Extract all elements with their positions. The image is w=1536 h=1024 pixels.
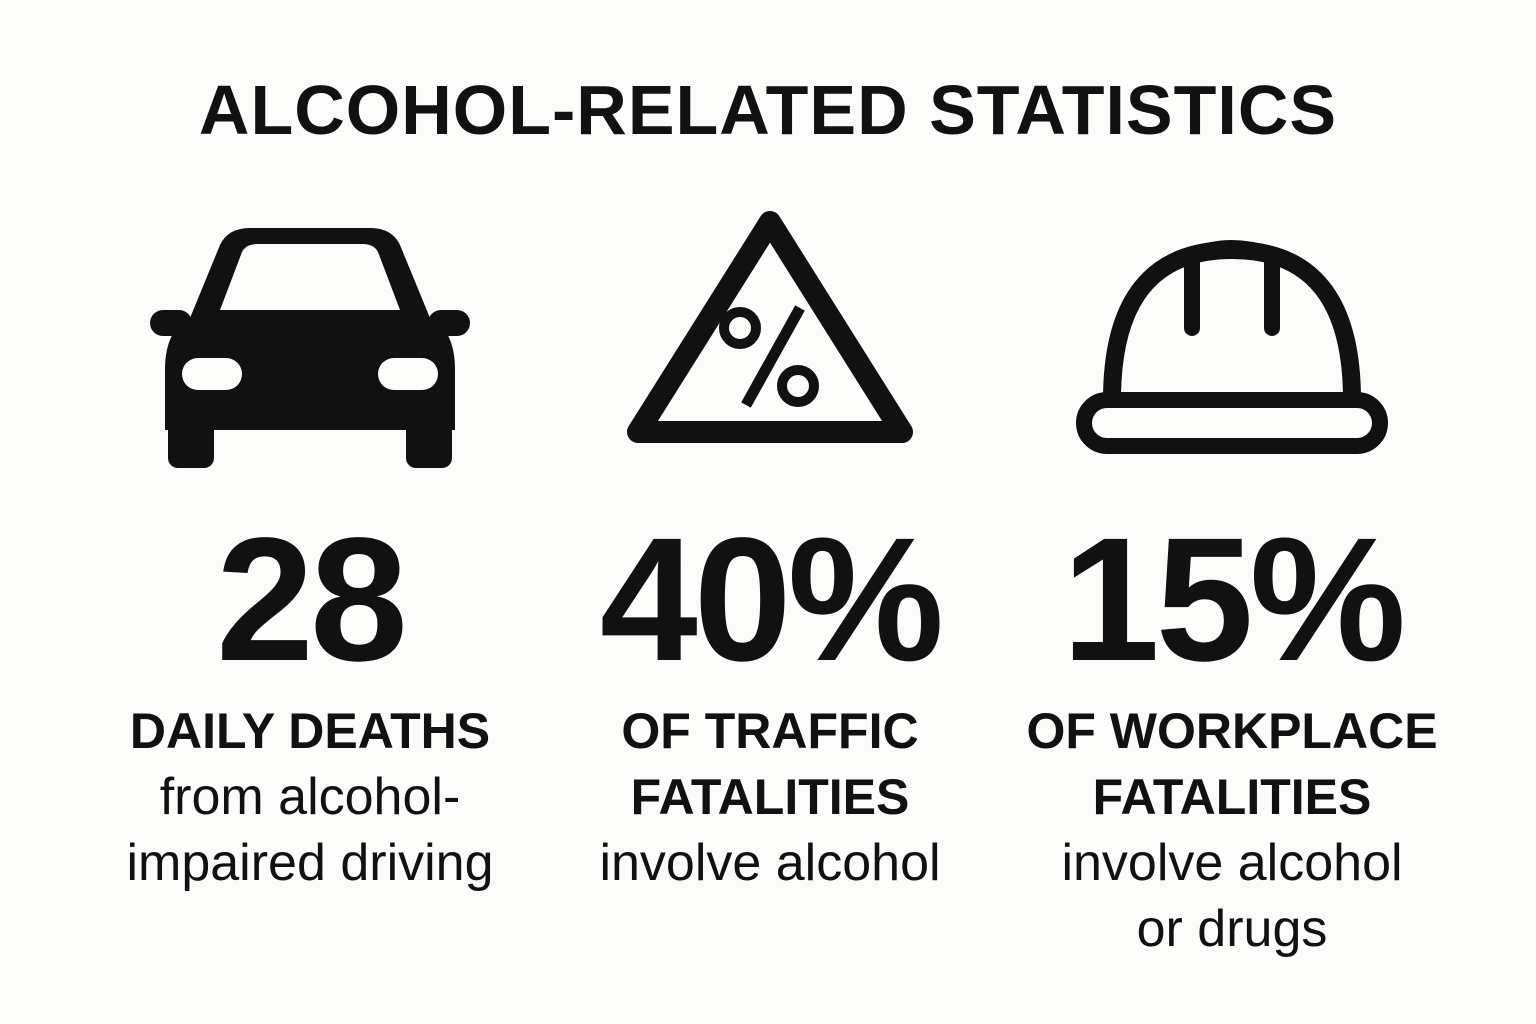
headline-line: DAILY DEATHS (129, 703, 491, 759)
stat-card: 40% OF TRAFFIC FATALITIES involve alcohol (540, 200, 1000, 896)
stat-value: 15% (1061, 502, 1406, 698)
stat-headline: OF TRAFFIC FATALITIES (540, 698, 1000, 830)
description-line: involve alcohol (1061, 834, 1403, 892)
description-line: or drugs (1136, 900, 1328, 958)
description-line: involve alcohol (599, 834, 941, 892)
headline-line: OF WORKPLACE (1026, 703, 1438, 759)
stat-value: 40% (599, 502, 944, 698)
helmet-icon (1076, 240, 1388, 454)
stat-headline: OF WORKPLACE FATALITIES (1002, 698, 1462, 830)
stat-description: involve alcohol (540, 830, 1000, 896)
stat-description: involve alcohol or drugs (1002, 830, 1462, 962)
stat-card: 28 DAILY DEATHS from alcohol-impaired driv… (80, 200, 540, 896)
stat-headline: DAILY DEATHS (80, 698, 540, 764)
headline-line: FATALITIES (630, 769, 910, 825)
stat-value: 28 (216, 502, 408, 698)
description-line: from alcohol- (159, 768, 461, 826)
headline-line: FATALITIES (1092, 769, 1372, 825)
stat-description: from alcohol-impaired driving (80, 764, 540, 896)
title: ALCOHOL-RELATED STATISTICS (198, 71, 1338, 149)
headline-line: OF TRAFFIC (621, 703, 919, 759)
stat-card: 15% OF WORKPLACE FATALITIES involve alcohol… (1002, 200, 1462, 962)
description-line: impaired driving (126, 834, 494, 892)
warning-icon (627, 211, 913, 443)
car-icon (150, 228, 470, 468)
